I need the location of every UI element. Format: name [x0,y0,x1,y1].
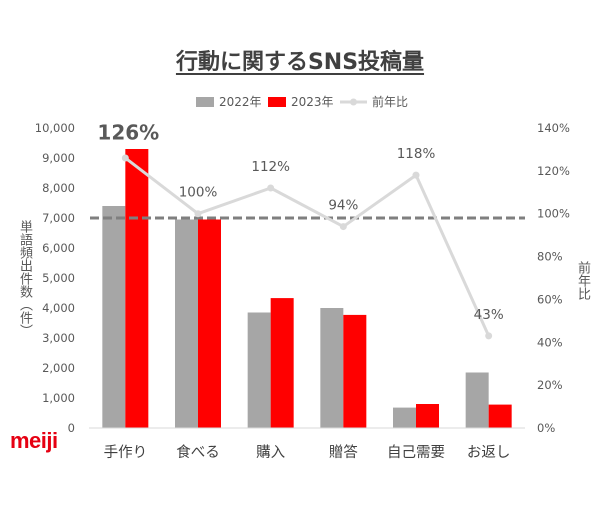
x-tick-label-0: 手作り [104,444,148,461]
series-2-data-label-1: 100% [179,185,218,201]
bar-series-0-category-5 [465,372,489,428]
y-tick-label-0: 0 [68,421,75,435]
y-axis-label: 単語頻出件数（件） [17,220,32,337]
bar-series-0-category-1 [175,219,198,428]
bar-series-1-category-4 [416,404,439,428]
y-tick-label-9: 9,000 [42,151,75,165]
bar-series-0-category-4 [393,407,416,428]
y-tick-label-5: 5,000 [42,271,75,285]
series-2-point-4 [412,171,420,179]
series-2-point-5 [485,332,493,340]
bar-series-1-category-5 [488,404,512,428]
series-2-data-label-3: 94% [328,198,358,214]
legend-label-series-0: 2022年 [219,95,262,109]
y-tick-label-8: 8,000 [42,181,75,195]
y2-tick-label-1: 20% [537,378,563,392]
x-tick-label-5: お返し [467,444,511,461]
series-line-2 [124,156,491,337]
series-2-data-label-0: 126% [97,121,159,145]
y2-tick-label-6: 120% [537,164,570,178]
bars-layer [102,149,512,428]
chart-title: 行動に関するSNS投稿量 [175,50,425,75]
x-tick-label-1: 食べる [176,444,220,461]
series-2-point-2 [267,184,275,192]
y2-tick-label-5: 100% [537,207,570,221]
bar-series-0-category-3 [320,308,344,428]
legend-label-series-2: 前年比 [372,94,408,109]
bar-series-1-category-3 [343,314,367,428]
y-tick-label-10: 10,000 [35,121,75,135]
legend: 2022年 2023年 前年比 [196,94,408,109]
meiji-logo: meiji [10,428,58,453]
series-2-point-1 [194,210,202,218]
legend-label-series-1: 2023年 [291,95,334,109]
legend-swatch-series-0 [196,97,214,107]
line-layer [121,154,493,340]
y2-tick-label-7: 140% [537,121,570,135]
y-tick-label-3: 3,000 [42,331,75,345]
data-labels-layer: 126% 100% 112% 94% 118% 43% [97,121,503,323]
bar-series-0-category-2 [247,312,271,428]
series-2-data-label-2: 112% [251,159,290,175]
y-tick-label-4: 4,000 [42,301,75,315]
y-tick-label-7: 7,000 [42,211,75,225]
bar-series-1-category-0 [125,149,149,428]
y-tick-label-6: 6,000 [42,241,75,255]
y2-tick-label-4: 80% [537,250,563,264]
x-tick-label-2: 購入 [256,444,285,461]
legend-swatch-series-1 [268,97,286,107]
y-tick-label-1: 1,000 [42,391,75,405]
y2-axis-label: 前年比 [575,261,590,300]
y2-tick-label-3: 60% [537,292,563,306]
series-2-point-3 [339,223,347,231]
legend-marker-series-2 [350,98,357,106]
series-2-data-label-4: 118% [397,146,436,162]
bar-series-1-category-1 [198,219,221,428]
axes-layer: 0 1,000 2,000 3,000 4,000 5,000 6,000 7,000 8,00… [35,121,570,461]
series-2-data-label-5: 43% [474,307,504,323]
y2-tick-label-0: 0% [537,421,555,435]
bar-series-0-category-0 [102,206,126,428]
y2-tick-label-2: 40% [537,335,563,349]
x-tick-label-3: 贈答 [329,444,358,461]
bar-series-1-category-2 [270,298,294,428]
x-tick-label-4: 自己需要 [387,444,445,461]
series-2-point-0 [121,154,129,162]
y-tick-label-2: 2,000 [42,361,75,375]
